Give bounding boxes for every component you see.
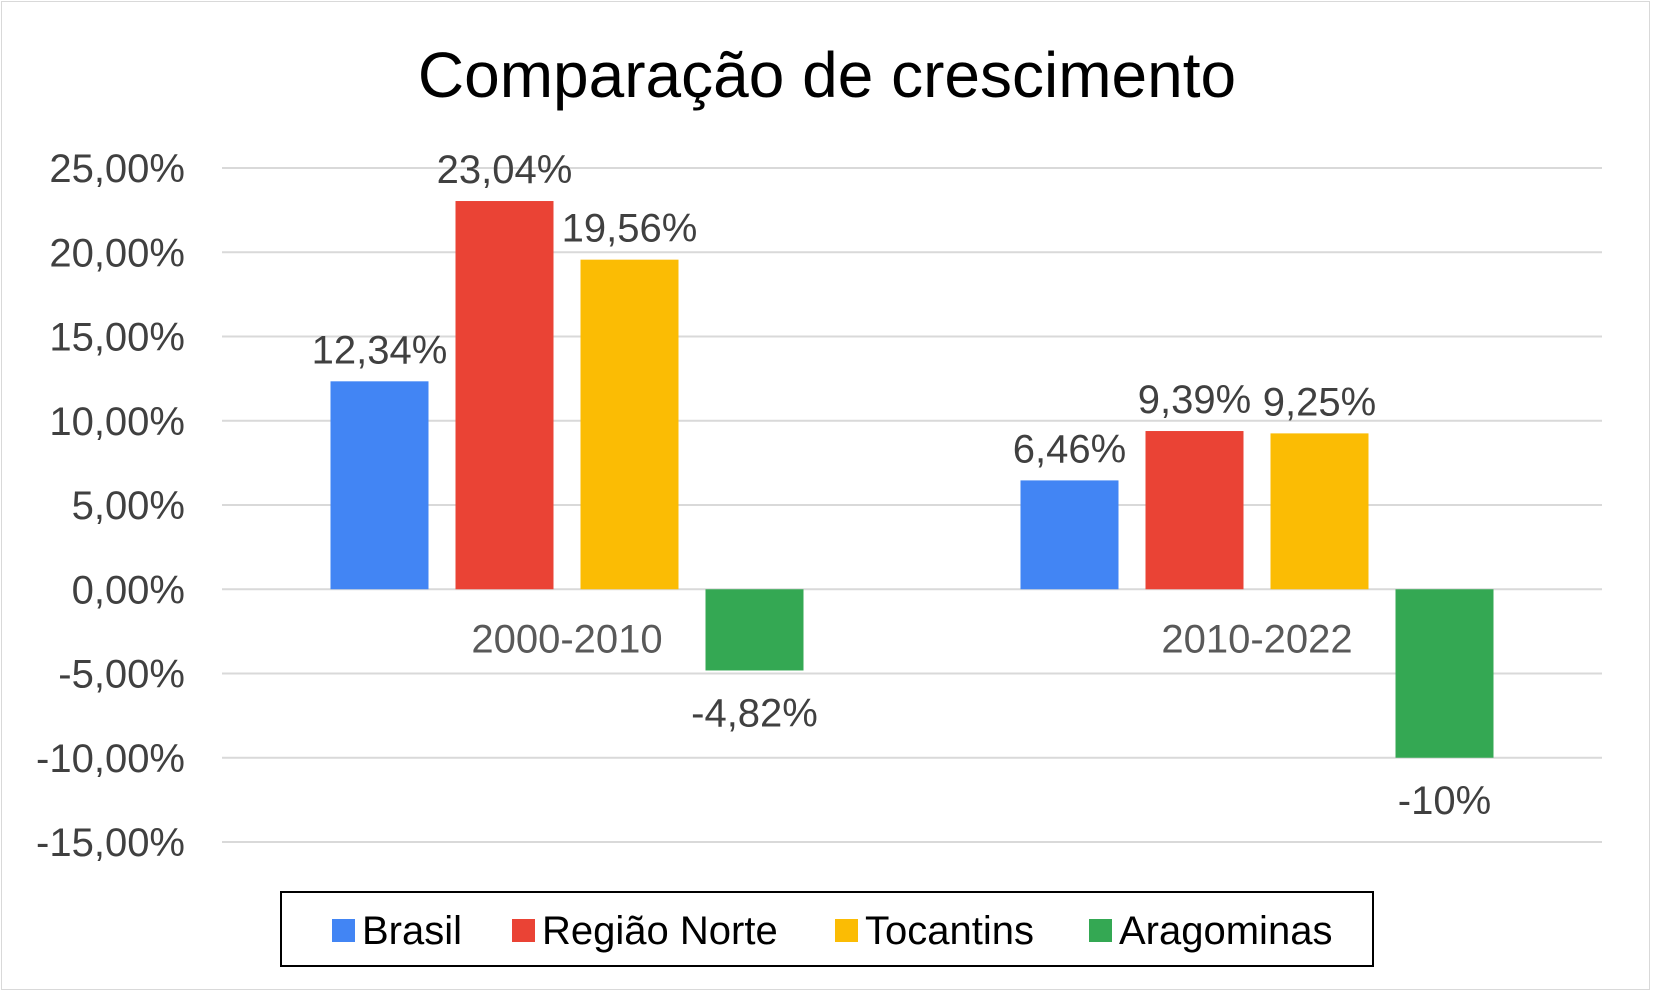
- legend-label: Brasil: [362, 909, 462, 953]
- data-label: -10%: [1398, 779, 1491, 823]
- bars: 12,34% 23,04% 19,56% -4,82% 6,46% 9,39% 9,25% -…: [312, 148, 1494, 823]
- bar-brasil-0: [330, 381, 429, 590]
- bar-tocantins-1: [1270, 433, 1369, 590]
- legend: Brasil Região Norte Tocantins Aragominas: [280, 891, 1374, 967]
- legend-swatch: [1089, 919, 1112, 942]
- legend-label: Tocantins: [865, 909, 1034, 953]
- data-label: 9,39%: [1138, 378, 1251, 422]
- y-tick-label: -10,00%: [36, 737, 185, 781]
- bar-aragominas-0: [705, 589, 804, 671]
- bar-brasil-1: [1020, 480, 1119, 590]
- data-label: -4,82%: [691, 691, 818, 735]
- bar-regi-o-norte-1: [1145, 431, 1244, 590]
- legend-box: [280, 891, 1374, 967]
- data-label: 19,56%: [562, 207, 698, 251]
- legend-label: Região Norte: [542, 909, 778, 953]
- y-tick-label: 15,00%: [49, 316, 185, 360]
- data-label: 23,04%: [437, 148, 573, 192]
- x-category-label: 2010-2022: [1161, 617, 1352, 661]
- y-tick-label: 25,00%: [49, 147, 185, 191]
- legend-swatch: [512, 919, 535, 942]
- x-axis: 2000-2010 2010-2022: [471, 617, 1352, 661]
- legend-swatch: [332, 919, 355, 942]
- y-tick-label: 10,00%: [49, 400, 185, 444]
- legend-swatch: [835, 919, 858, 942]
- bar-regi-o-norte-0: [455, 201, 554, 590]
- bar-tocantins-0: [580, 259, 679, 590]
- data-label: 9,25%: [1263, 380, 1376, 424]
- y-tick-label: 5,00%: [72, 484, 185, 528]
- bar-aragominas-1: [1395, 589, 1494, 758]
- gridlines: [222, 167, 1602, 843]
- y-tick-label: -5,00%: [58, 653, 185, 697]
- y-tick-label: 20,00%: [49, 231, 185, 275]
- chart-title: Comparação de crescimento: [418, 39, 1236, 111]
- y-tick-label: 0,00%: [72, 568, 185, 612]
- y-tick-label: -15,00%: [36, 821, 185, 865]
- legend-label: Aragominas: [1119, 909, 1332, 953]
- data-label: 6,46%: [1013, 427, 1126, 471]
- x-category-label: 2000-2010: [471, 617, 662, 661]
- data-label: 12,34%: [312, 328, 448, 372]
- y-axis: 25,00% 20,00% 15,00% 10,00% 5,00% 0,00% -5,00%…: [36, 147, 185, 865]
